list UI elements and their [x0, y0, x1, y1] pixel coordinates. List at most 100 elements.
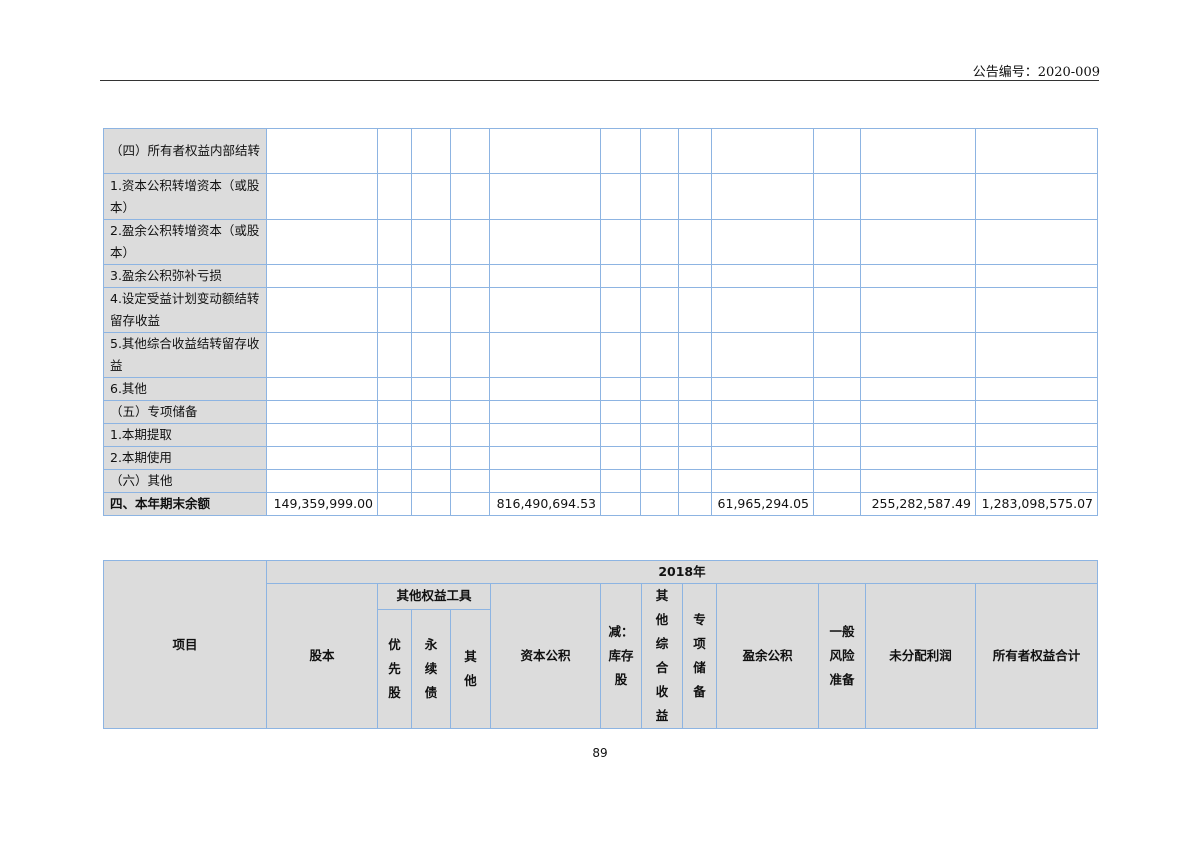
- cell-value: [411, 469, 451, 493]
- table-row: （四）所有者权益内部结转: [103, 128, 1098, 174]
- cell-value: [678, 173, 712, 220]
- cell-value: [377, 400, 412, 424]
- equity-changes-table-continued: （四）所有者权益内部结转 1.资本公积转增资本（或股本） 2.盈余公积转增资本（或股…: [103, 128, 1098, 516]
- cell-value: [640, 423, 679, 447]
- cell-value: [860, 264, 976, 288]
- cell-value: [678, 492, 712, 516]
- cell-value: [411, 128, 451, 174]
- row-label: 2.本期使用: [103, 446, 267, 470]
- cell-value: [860, 377, 976, 401]
- cell-value: 149,359,999.00: [266, 492, 378, 516]
- cell-value: 816,490,694.53: [489, 492, 601, 516]
- cell-value: [411, 287, 451, 333]
- announcement-number: 公告编号：2020-009: [972, 65, 1100, 80]
- cell-value: [711, 219, 814, 265]
- cell-value: [600, 332, 641, 378]
- cell-value: [266, 173, 378, 220]
- cell-value: [266, 400, 378, 424]
- table-row: 3.盈余公积弥补亏损: [103, 264, 1098, 288]
- cell-value: [450, 423, 490, 447]
- row-label: 4.设定受益计划变动额结转留存收益: [103, 287, 267, 333]
- row-label: （四）所有者权益内部结转: [103, 128, 267, 174]
- cell-value: [411, 423, 451, 447]
- cell-value: [600, 128, 641, 174]
- cell-value: [411, 492, 451, 516]
- header-surplus-reserve: 盈余公积: [716, 583, 819, 729]
- cell-value: [975, 377, 1098, 401]
- cell-value: [975, 423, 1098, 447]
- cell-value: [975, 219, 1098, 265]
- cell-value: [711, 400, 814, 424]
- cell-value: [711, 332, 814, 378]
- cell-value: [377, 173, 412, 220]
- cell-value: [377, 128, 412, 174]
- cell-value: [860, 446, 976, 470]
- cell-value: [975, 173, 1098, 220]
- cell-value: [813, 173, 861, 220]
- cell-value: [640, 446, 679, 470]
- row-label: 1.资本公积转增资本（或股本）: [103, 173, 267, 220]
- cell-value: [489, 446, 601, 470]
- cell-value: [450, 469, 490, 493]
- cell-value: 61,965,294.05: [711, 492, 814, 516]
- cell-value: [860, 423, 976, 447]
- cell-value: [711, 446, 814, 470]
- cell-value: [678, 264, 712, 288]
- cell-value: [450, 400, 490, 424]
- cell-value: [377, 469, 412, 493]
- page-number: 89: [592, 746, 608, 760]
- cell-value: [489, 423, 601, 447]
- cell-value: [711, 423, 814, 447]
- row-label: （五）专项储备: [103, 400, 267, 424]
- cell-value: [640, 128, 679, 174]
- cell-value: [489, 219, 601, 265]
- header-treasury-stock: 减：库存股: [600, 583, 642, 729]
- cell-value: [678, 446, 712, 470]
- cell-value: [975, 400, 1098, 424]
- cell-value: [377, 332, 412, 378]
- row-label: （六）其他: [103, 469, 267, 493]
- header-share-capital: 股本: [266, 583, 378, 729]
- table-row: 2.盈余公积转增资本（或股本）: [103, 219, 1098, 265]
- cell-value: [450, 287, 490, 333]
- cell-value: [600, 400, 641, 424]
- cell-value: [711, 128, 814, 174]
- table-row: 6.其他: [103, 377, 1098, 401]
- cell-value: [640, 287, 679, 333]
- header-oci: 其他综合收益: [641, 583, 683, 729]
- cell-value: [450, 219, 490, 265]
- cell-value: [600, 423, 641, 447]
- cell-value: [640, 219, 679, 265]
- table-row: 四、本年期末余额 149,359,999.00 816,490,694.53 61,9…: [103, 492, 1098, 516]
- cell-value: [600, 219, 641, 265]
- row-label: 四、本年期末余额: [103, 492, 267, 516]
- cell-value: [266, 287, 378, 333]
- cell-value: [489, 400, 601, 424]
- cell-value: [678, 287, 712, 333]
- cell-value: [678, 400, 712, 424]
- row-label: 2.盈余公积转增资本（或股本）: [103, 219, 267, 265]
- cell-value: [813, 400, 861, 424]
- cell-value: [813, 128, 861, 174]
- cell-value: [813, 423, 861, 447]
- cell-value: [860, 469, 976, 493]
- table-row: 2.本期使用: [103, 446, 1098, 470]
- cell-value: [411, 377, 451, 401]
- cell-value: [711, 469, 814, 493]
- table-row: （六）其他: [103, 469, 1098, 493]
- cell-value: [813, 264, 861, 288]
- cell-value: [377, 446, 412, 470]
- cell-value: [411, 332, 451, 378]
- cell-value: [450, 446, 490, 470]
- table-row: （五）专项储备: [103, 400, 1098, 424]
- cell-value: [377, 377, 412, 401]
- cell-value: [711, 377, 814, 401]
- cell-value: [813, 287, 861, 333]
- cell-value: [711, 264, 814, 288]
- table-row: 4.设定受益计划变动额结转留存收益: [103, 287, 1098, 333]
- cell-value: [450, 332, 490, 378]
- cell-value: [640, 173, 679, 220]
- cell-value: [678, 423, 712, 447]
- header-special-reserve: 专项储备: [682, 583, 717, 729]
- cell-value: [860, 287, 976, 333]
